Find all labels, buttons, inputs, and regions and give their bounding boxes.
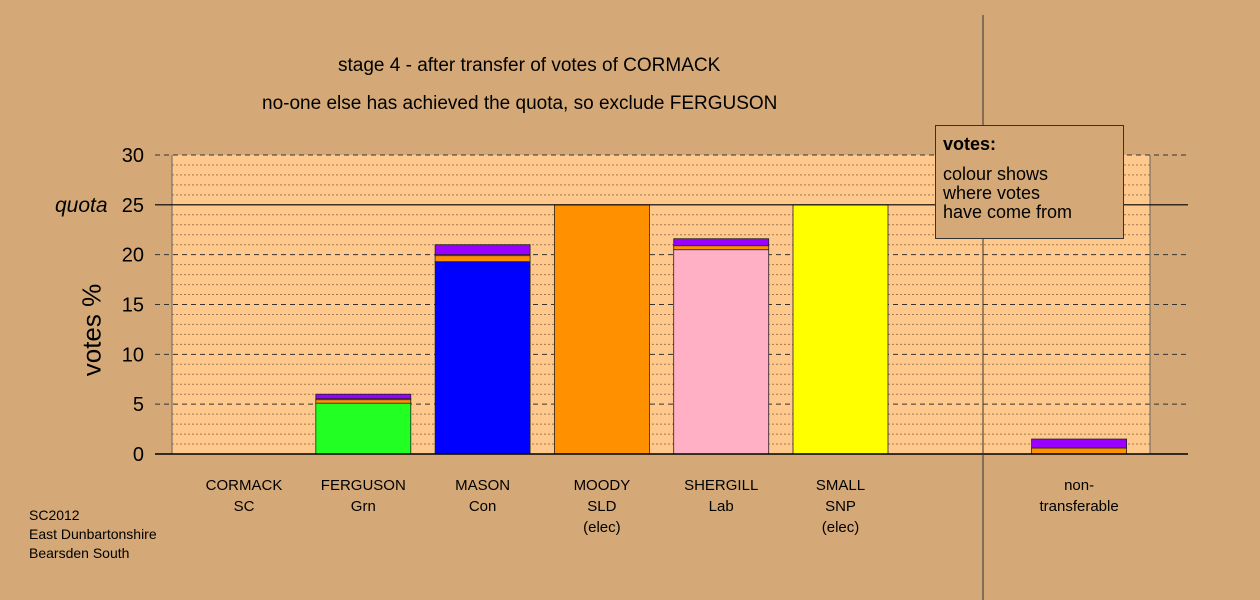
footer-line-3: Bearsden South — [29, 545, 130, 561]
legend-text: colour shows where votes have come from — [943, 164, 1073, 222]
x-category-label: transferable — [1039, 498, 1118, 515]
bar-segment — [315, 399, 412, 404]
x-category-label: Con — [469, 498, 497, 515]
quota-label: quota — [55, 194, 108, 217]
y-axis-label: votes % — [76, 283, 107, 377]
x-category-label: MASON — [455, 477, 510, 494]
y-tick-label: 15 — [122, 295, 144, 317]
x-category-label: MOODY — [574, 477, 631, 494]
y-tick-label: 25 — [122, 195, 144, 217]
x-category-label: CORMACK — [206, 477, 283, 494]
bar-segment — [1031, 447, 1127, 455]
legend-heading: votes: — [943, 134, 997, 154]
x-category-label: SNP — [825, 498, 856, 515]
bar-segment — [554, 204, 650, 455]
chart-title-line2: no-one else has achieved the quota, so e… — [262, 93, 778, 114]
x-category-label: SLD — [587, 498, 616, 515]
bar-segment — [315, 402, 412, 455]
bar-segment — [315, 393, 412, 400]
x-category-label: FERGUSON — [321, 477, 406, 494]
bar-segment — [673, 245, 770, 251]
y-tick-label: 30 — [122, 145, 144, 167]
x-category-label: (elec) — [583, 519, 621, 536]
y-tick-label: 5 — [133, 394, 144, 416]
x-category-label: Grn — [351, 498, 376, 515]
x-category-label: SMALL — [816, 477, 865, 494]
footer-line-2: East Dunbartonshire — [29, 526, 157, 542]
bar-segment — [434, 244, 531, 256]
y-tick-label: 20 — [122, 245, 144, 267]
x-category-label: non- — [1064, 477, 1094, 494]
bar-segment — [1031, 438, 1127, 449]
footer-info: SC2012 East Dunbartonshire Bearsden Sout… — [29, 506, 157, 563]
y-tick-label: 10 — [122, 344, 144, 366]
x-category-label: (elec) — [822, 519, 860, 536]
footer-line-1: SC2012 — [29, 507, 80, 523]
legend-box: votes: colour shows where votes have com… — [935, 125, 1124, 239]
chart-title-line1: stage 4 - after transfer of votes of COR… — [338, 55, 721, 76]
bar-segment — [673, 249, 770, 455]
x-category-label: Lab — [709, 498, 734, 515]
bar-segment — [434, 261, 531, 455]
bar-segment — [434, 255, 531, 263]
bar-segment — [792, 204, 889, 455]
x-category-label: SC — [234, 498, 255, 515]
x-category-label: SHERGILL — [684, 477, 758, 494]
bar-segment — [673, 238, 770, 247]
y-tick-label: 0 — [133, 444, 144, 466]
